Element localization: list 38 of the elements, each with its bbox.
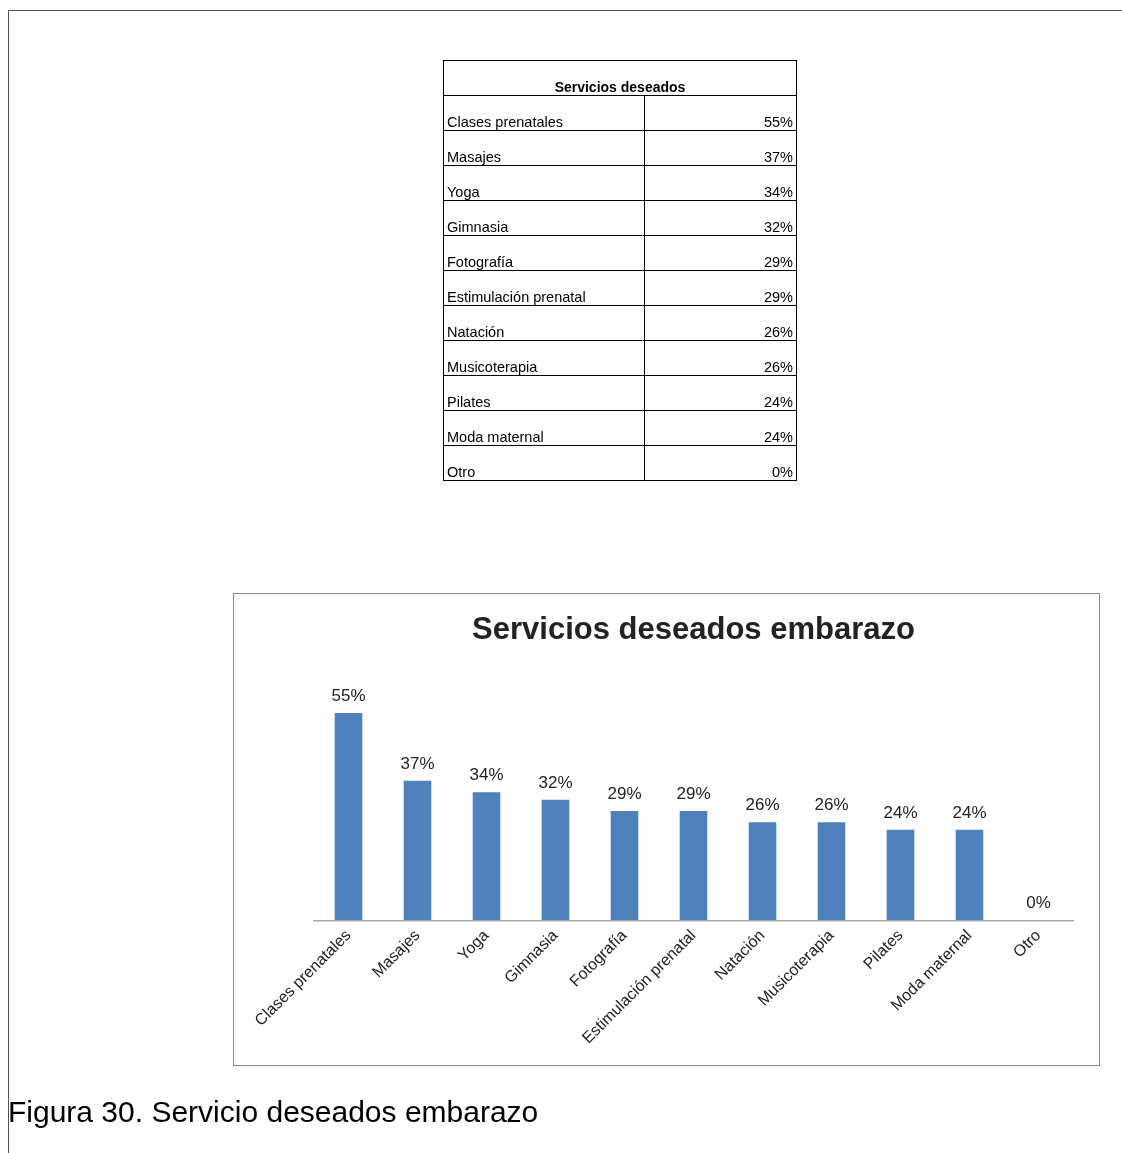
data-label: 29%: [607, 784, 642, 804]
data-label: 55%: [331, 686, 366, 706]
category-label: Fotografía: [447, 254, 514, 270]
text: 0%: [772, 464, 793, 480]
category-label: Gimnasia: [447, 219, 509, 235]
text: 34%: [763, 184, 793, 200]
data-label: 32%: [538, 772, 573, 792]
text: Servicios deseados: [443, 60, 797, 96]
text: 26%: [763, 324, 793, 340]
category-label: Musicoterapia: [447, 359, 538, 375]
text: 29%: [763, 254, 793, 270]
data-label: 0%: [1026, 893, 1051, 913]
category-label: Masajes: [447, 149, 501, 165]
x-tick-label: Otro: [1009, 926, 1044, 961]
data-label: 26%: [814, 795, 849, 815]
text: Figura 30. Servicio deseados embarazo: [8, 1095, 539, 1129]
data-label: 24%: [883, 803, 918, 823]
category-label: Clases prenatales: [447, 114, 564, 130]
x-tick-label: Yoga: [454, 926, 492, 964]
chart-title: Servicios deseados embarazo: [472, 611, 915, 647]
data-label: 34%: [469, 765, 504, 785]
category-label: Otro: [447, 464, 476, 480]
text: 24%: [763, 429, 793, 445]
category-label: Yoga: [447, 184, 480, 200]
text: 32%: [763, 219, 793, 235]
text: 29%: [763, 289, 793, 305]
category-label: Natación: [447, 324, 505, 340]
text: 55%: [763, 114, 793, 130]
data-label: 29%: [676, 784, 711, 804]
category-label: Estimulación prenatal: [447, 289, 586, 305]
text: 37%: [763, 149, 793, 165]
data-label: 24%: [952, 803, 987, 823]
text: 24%: [763, 394, 793, 410]
data-label: 37%: [400, 754, 435, 774]
category-label: Pilates: [447, 394, 491, 410]
category-label: Moda maternal: [447, 429, 544, 445]
data-label: 26%: [745, 795, 780, 815]
text: 26%: [763, 359, 793, 375]
